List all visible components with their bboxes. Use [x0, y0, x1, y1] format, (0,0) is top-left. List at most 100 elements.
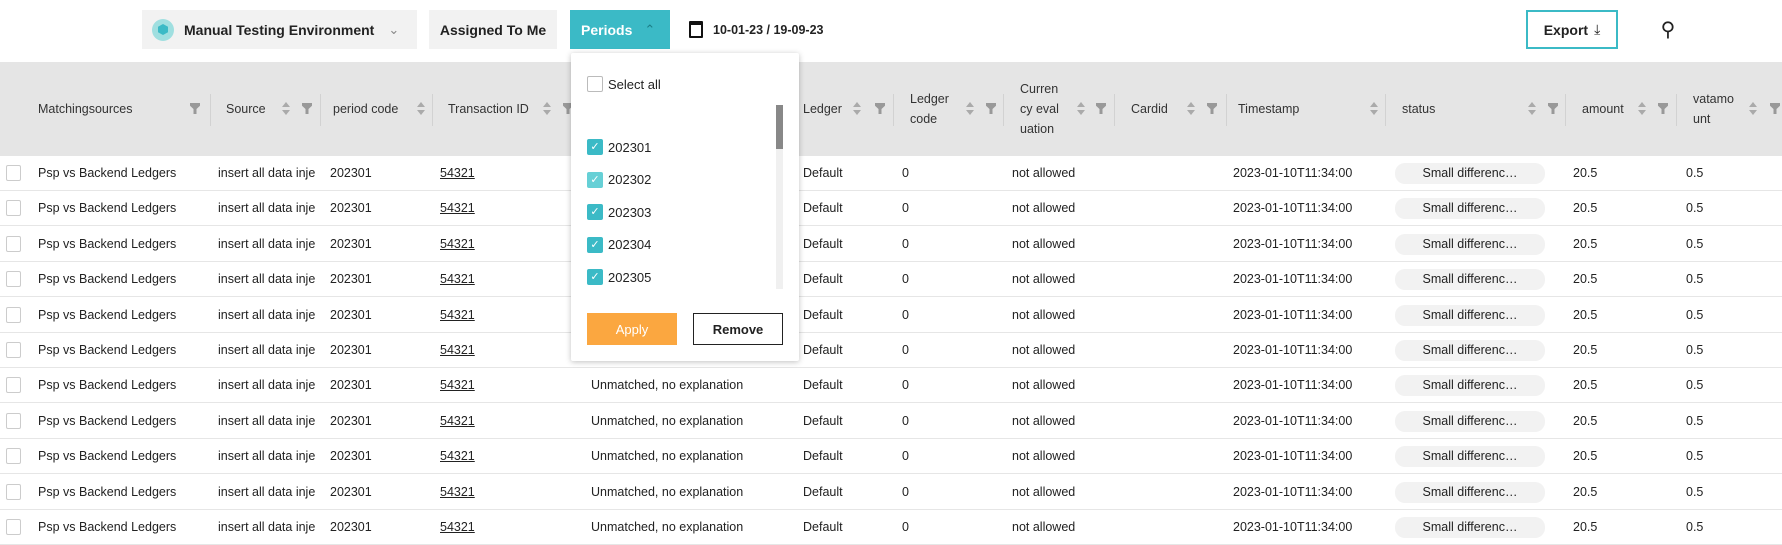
- search-button[interactable]: ⚲: [1656, 10, 1680, 49]
- assigned-to-me-button[interactable]: Assigned To Me: [429, 10, 557, 49]
- row-checkbox[interactable]: [6, 342, 21, 358]
- remove-button[interactable]: Remove: [693, 313, 783, 345]
- filter-icon[interactable]: [875, 103, 885, 114]
- table-row[interactable]: Psp vs Backend Ledgers insert all data in…: [0, 262, 1782, 298]
- filter-icon[interactable]: [302, 103, 312, 114]
- row-checkbox[interactable]: [6, 483, 21, 500]
- sort-icon[interactable]: [1749, 100, 1757, 118]
- transaction-id-link[interactable]: 54321: [440, 449, 475, 464]
- column-header-vatamount[interactable]: vatamount: [1693, 62, 1735, 156]
- transaction-id-link[interactable]: 54321: [440, 166, 475, 180]
- column-divider[interactable]: [1676, 94, 1677, 126]
- table-row[interactable]: Psp vs Backend Ledgers insert all data in…: [0, 191, 1782, 227]
- column-header-timestamp[interactable]: Timestamp: [1238, 62, 1358, 156]
- sort-icon[interactable]: [1187, 100, 1195, 118]
- checkbox-checked-icon[interactable]: ✓: [587, 236, 603, 253]
- sort-icon[interactable]: [1370, 100, 1378, 118]
- sort-icon[interactable]: [417, 100, 425, 118]
- checkbox-checked-icon[interactable]: ✓: [587, 204, 603, 220]
- transaction-id-link[interactable]: 54321: [440, 307, 475, 322]
- column-divider[interactable]: [1003, 94, 1004, 126]
- transaction-id-link[interactable]: 54321: [440, 343, 475, 357]
- column-header-transaction-id[interactable]: Transaction ID: [448, 62, 540, 156]
- table-row[interactable]: Psp vs Backend Ledgers insert all data in…: [0, 368, 1782, 404]
- export-button[interactable]: Export ⤓: [1526, 10, 1618, 49]
- column-header-currency-evaluation[interactable]: Currency evaluation: [1020, 62, 1060, 156]
- sort-icon[interactable]: [282, 100, 290, 118]
- column-header-ledger-code[interactable]: Ledger code: [910, 62, 952, 156]
- cell-ledger-code: 0: [902, 520, 909, 534]
- sort-icon[interactable]: [1077, 100, 1085, 118]
- scrollbar-thumb[interactable]: [776, 105, 783, 149]
- sort-icon[interactable]: [1528, 100, 1536, 118]
- column-divider[interactable]: [320, 94, 321, 126]
- table-row[interactable]: Psp vs Backend Ledgers insert all data in…: [0, 227, 1782, 262]
- filter-icon[interactable]: [986, 103, 996, 114]
- column-divider[interactable]: [1385, 94, 1386, 126]
- filter-icon[interactable]: [1548, 103, 1558, 114]
- select-all-checkbox[interactable]: [587, 76, 603, 92]
- cell-ledger: Default: [803, 520, 843, 534]
- row-checkbox[interactable]: [6, 377, 21, 394]
- period-option[interactable]: ✓ 202301: [587, 138, 651, 156]
- table-row[interactable]: Psp vs Backend Ledgers insert all data in…: [0, 510, 1782, 545]
- column-divider[interactable]: [1226, 94, 1227, 126]
- column-divider[interactable]: [432, 94, 433, 126]
- transaction-id-link[interactable]: 54321: [440, 236, 475, 251]
- transaction-id-link[interactable]: 54321: [440, 520, 475, 534]
- column-header-matchingsources[interactable]: Matchingsources: [38, 62, 178, 156]
- table-row[interactable]: Psp vs Backend Ledgers insert all data in…: [0, 439, 1782, 475]
- column-header-amount[interactable]: amount: [1582, 62, 1632, 156]
- table-row[interactable]: Psp vs Backend Ledgers insert all data in…: [0, 298, 1782, 333]
- column-header-ledger[interactable]: Ledger: [803, 62, 851, 156]
- column-divider[interactable]: [1114, 94, 1115, 126]
- period-option[interactable]: ✓ 202302: [587, 171, 651, 189]
- column-header-status[interactable]: status: [1402, 62, 1502, 156]
- date-range-picker[interactable]: 10-01-23 / 19-09-23: [689, 10, 824, 49]
- transaction-id-link[interactable]: 54321: [440, 272, 475, 287]
- environment-selector[interactable]: Manual Testing Environment ⌄: [142, 10, 417, 49]
- table-row[interactable]: Psp vs Backend Ledgers insert all data in…: [0, 404, 1782, 439]
- checkbox-checked-icon[interactable]: ✓: [587, 269, 603, 285]
- period-option[interactable]: ✓ 202304: [587, 236, 651, 254]
- column-divider[interactable]: [893, 94, 894, 126]
- row-checkbox[interactable]: [6, 200, 21, 217]
- transaction-id-link[interactable]: 54321: [440, 484, 475, 499]
- sort-icon[interactable]: [853, 100, 861, 118]
- filter-icon[interactable]: [563, 103, 573, 114]
- row-checkbox[interactable]: [6, 235, 21, 252]
- periods-button[interactable]: Periods ⌃: [570, 10, 670, 49]
- table-row[interactable]: Psp vs Backend Ledgers insert all data in…: [0, 156, 1782, 191]
- scrollbar[interactable]: [776, 105, 783, 289]
- checkbox-checked-icon[interactable]: ✓: [587, 139, 603, 155]
- sort-icon[interactable]: [966, 100, 974, 118]
- column-header-period-code[interactable]: period code: [333, 62, 413, 156]
- column-divider[interactable]: [1565, 94, 1566, 126]
- column-divider[interactable]: [210, 94, 211, 126]
- filter-icon[interactable]: [1658, 103, 1668, 114]
- transaction-id-link[interactable]: 54321: [440, 413, 475, 428]
- table-row[interactable]: Psp vs Backend Ledgers insert all data in…: [0, 333, 1782, 368]
- filter-icon[interactable]: [1207, 103, 1217, 114]
- filter-icon[interactable]: [1096, 103, 1106, 114]
- sort-icon[interactable]: [1638, 100, 1646, 118]
- transaction-id-link[interactable]: 54321: [440, 201, 475, 216]
- row-checkbox[interactable]: [6, 165, 21, 181]
- row-checkbox[interactable]: [6, 519, 21, 535]
- period-option[interactable]: ✓ 202303: [587, 203, 651, 221]
- apply-button[interactable]: Apply: [587, 313, 677, 345]
- select-all-option[interactable]: Select all: [587, 75, 661, 93]
- sort-icon[interactable]: [543, 100, 551, 118]
- filter-icon[interactable]: [190, 103, 200, 114]
- filter-icon[interactable]: [1770, 103, 1780, 114]
- transaction-id-link[interactable]: 54321: [440, 378, 475, 393]
- period-option[interactable]: ✓ 202305: [587, 268, 651, 286]
- checkbox-checked-icon[interactable]: ✓: [587, 171, 603, 188]
- row-checkbox[interactable]: [6, 412, 21, 429]
- row-checkbox[interactable]: [6, 271, 21, 288]
- table-row[interactable]: Psp vs Backend Ledgers insert all data in…: [0, 475, 1782, 510]
- row-checkbox[interactable]: [6, 306, 21, 323]
- column-header-cardid[interactable]: Cardid: [1131, 62, 1181, 156]
- row-checkbox[interactable]: [6, 448, 21, 465]
- column-header-source[interactable]: Source: [226, 62, 276, 156]
